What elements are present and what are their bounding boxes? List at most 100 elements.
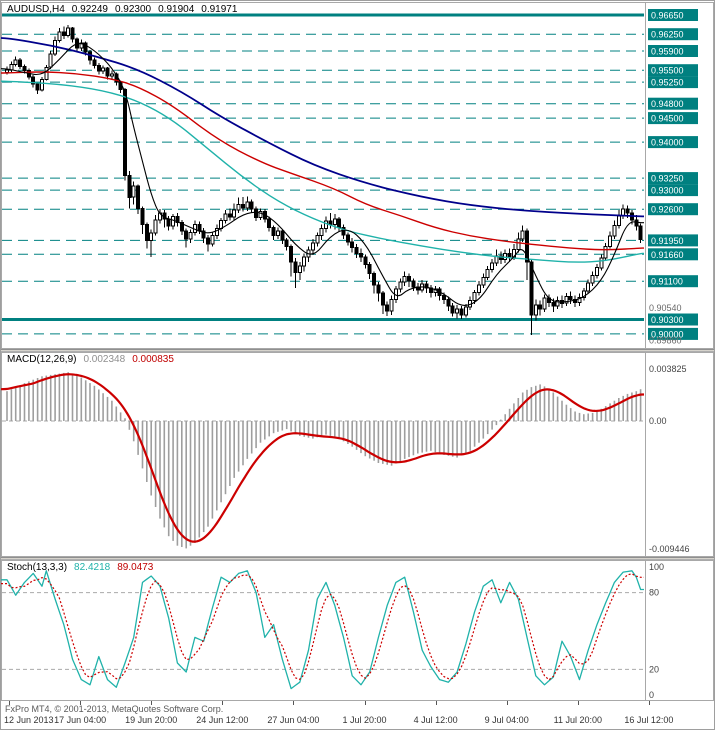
bear-candle [407,275,411,282]
bear-candle [446,298,451,307]
price-level-value: 0.90300 [651,315,684,325]
price-level-value: 0.93000 [651,186,684,196]
time-axis-tick [9,701,10,705]
bear-candle [538,304,543,310]
bull-candle [297,265,302,273]
price-level-badge [648,9,698,21]
candlestick-series [5,25,643,335]
bear-candle [267,218,272,228]
panel-border [1,352,714,557]
bull-candle [223,213,228,222]
bear-candle [241,203,245,209]
ma-line-fast-black [1,43,644,306]
price-level-lines [2,13,644,335]
symbol-timeframe-label: AUDUSD,H4 [7,4,65,15]
macd-indicator-label: MACD(12,26,9) [7,354,77,365]
bull-candle [302,256,307,267]
bear-candle [70,27,75,40]
price-level-value: 0.95250 [651,78,684,88]
time-axis-tick [151,701,153,705]
macd-scale-label: 0.00 [649,416,667,426]
bar-low-value: 0.91904 [158,4,195,15]
time-axis[interactable]: FxPro MT4, © 2001-2013, MetaQuotes Softw… [1,701,714,729]
bull-candle [13,59,18,65]
macd-chart-panel[interactable]: 0.003825 0.00 -0.009446 [1,352,714,557]
price-scale-labels: 0.96650 0.96250 0.95900 0.95500 0.95250 0.948… [648,9,698,346]
bull-candle [581,290,586,298]
macd-signal-value: 0.000835 [132,354,174,365]
time-axis-label: 12 Jun 2013 [4,715,54,725]
time-axis-label: 27 Jun 04:00 [267,715,320,725]
stoch-signal-value: 89.0473 [117,562,154,573]
bull-candle [171,215,176,227]
bull-candle [310,242,315,251]
bull-candle [232,209,237,218]
ma-line-slow-navy [1,37,644,218]
bear-candle [625,208,630,214]
bear-candle [424,283,429,289]
bear-candle [61,31,66,37]
bull-candle [477,284,481,294]
bull-candle [577,297,582,303]
bear-candle [551,301,556,307]
time-axis-label: 16 Jul 12:00 [624,715,674,725]
bear-candle [568,296,573,300]
price-level-value: 0.92600 [651,205,684,215]
bear-candle [127,175,132,198]
time-axis-tick [506,701,508,705]
bull-candle [455,308,460,314]
panel-splitter[interactable] [1,349,714,352]
bear-candle [372,273,377,286]
bear-candle [136,185,141,209]
price-level-value: 0.91950 [651,236,684,246]
bar-open-value: 0.92249 [71,4,108,15]
bear-candle [144,224,149,241]
bull-candle [490,262,495,271]
bull-candle [533,304,538,316]
bar-high-value: 0.92300 [114,4,152,15]
price-level-badge [648,313,698,326]
bull-candle [188,231,193,240]
bull-candle [564,296,569,304]
bull-candle [214,227,219,237]
bear-candle [367,263,372,274]
price-level-value: 0.95500 [651,66,684,76]
panel-splitter[interactable] [1,557,714,560]
bear-candle [184,230,189,240]
price-level-value: 0.94800 [651,99,684,109]
bull-candle [131,185,136,198]
bull-candle [219,220,224,229]
bull-candle [595,267,599,276]
bear-candle [376,284,381,294]
bull-candle [590,274,595,284]
bear-candle [450,305,455,314]
bear-candle [284,239,289,248]
bear-candle [359,252,363,258]
macd-scale-label: 0.003825 [649,364,687,374]
time-axis-label: 9 Jul 04:00 [484,715,529,725]
stoch-chart-panel[interactable]: 100 80 20 0 [1,560,714,701]
bear-candle [385,304,390,312]
price-level-badge [648,248,698,261]
price-chart-panel[interactable]: 0.96650 0.96250 0.95900 0.95500 0.95250 0.948… [1,2,714,349]
price-level-badge [648,275,698,288]
stoch-main-line [1,570,644,690]
bear-candle [345,234,350,243]
bear-candle [123,88,127,177]
bear-candle [638,225,643,240]
ma-line-mid-red [1,71,644,251]
bear-candle [166,218,171,227]
bull-candle [101,67,106,72]
time-axis-label: 4 Jul 12:00 [413,715,458,725]
price-level-badge [648,184,698,197]
bull-candle [48,53,53,68]
bear-candle [92,59,97,66]
bear-candle [249,201,254,210]
bear-candle [140,207,145,226]
bull-candle [332,218,337,226]
stoch-panel-header: Stoch(13,3,3) 82.4218 89.0473 [7,562,153,573]
macd-signal-line [1,373,644,543]
bull-candle [210,235,215,245]
time-axis-label: 17 Jun 04:00 [54,715,107,725]
